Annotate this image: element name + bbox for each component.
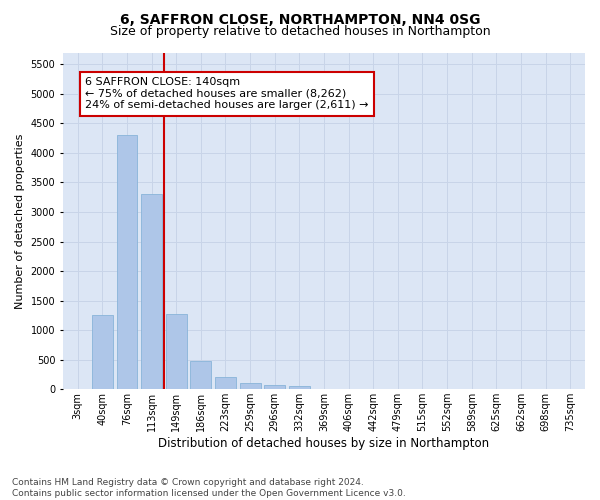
Bar	[116, 135, 137, 389]
Bar	[190, 361, 211, 389]
Text: 6 SAFFRON CLOSE: 140sqm
← 75% of detached houses are smaller (8,262)
24% of semi: 6 SAFFRON CLOSE: 140sqm ← 75% of detache…	[85, 77, 368, 110]
Bar	[264, 385, 285, 389]
Bar	[289, 386, 310, 389]
Bar	[239, 384, 260, 389]
Text: Contains HM Land Registry data © Crown copyright and database right 2024.
Contai: Contains HM Land Registry data © Crown c…	[12, 478, 406, 498]
Bar	[92, 316, 113, 389]
Bar	[166, 314, 187, 389]
Bar	[141, 194, 162, 389]
Y-axis label: Number of detached properties: Number of detached properties	[15, 133, 25, 308]
Text: 6, SAFFRON CLOSE, NORTHAMPTON, NN4 0SG: 6, SAFFRON CLOSE, NORTHAMPTON, NN4 0SG	[120, 12, 480, 26]
Bar	[215, 378, 236, 389]
Text: Size of property relative to detached houses in Northampton: Size of property relative to detached ho…	[110, 25, 490, 38]
X-axis label: Distribution of detached houses by size in Northampton: Distribution of detached houses by size …	[158, 437, 490, 450]
